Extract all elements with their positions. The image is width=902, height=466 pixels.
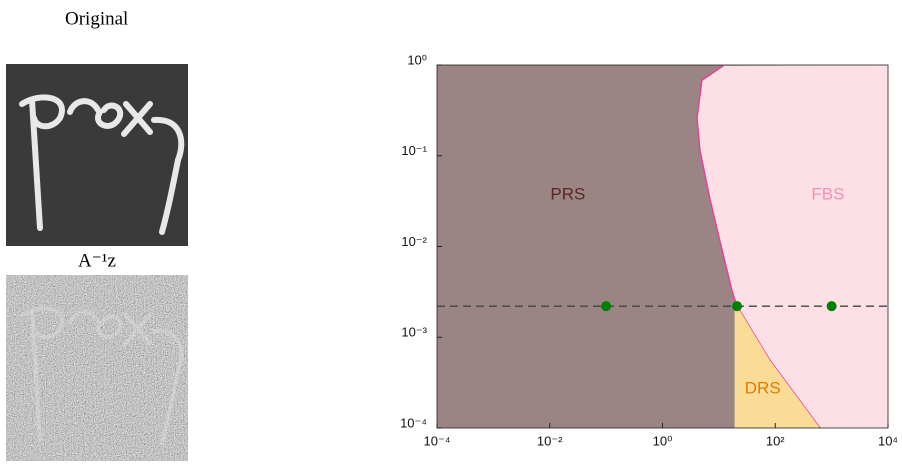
x-tick-label: 10⁻²: [537, 433, 563, 448]
region-label: FBS: [811, 184, 844, 203]
y-tick-label: 10⁰: [407, 52, 427, 67]
y-tick-label: 10⁻⁴: [400, 415, 427, 430]
point: [732, 301, 742, 311]
x-tick-label: 10⁴: [878, 433, 898, 448]
figure: Original A⁻¹z PRS FBS DRS 10⁻⁴ 10⁻² 10⁰ 10² 10⁴…: [0, 0, 902, 461]
point: [601, 301, 611, 311]
original-image: [6, 64, 188, 246]
image-label: Original: [65, 8, 128, 29]
x-tick-label: 10⁰: [653, 433, 673, 448]
region-label: PRS: [550, 184, 585, 203]
region-label: DRS: [745, 378, 781, 397]
x-tick-label: 10²: [766, 433, 785, 448]
image-label: A⁻¹z: [78, 250, 116, 271]
y-tick-label: 10⁻¹: [401, 143, 427, 158]
noisy-image: [6, 275, 188, 461]
x-tick-label: 10⁻⁴: [424, 433, 451, 448]
point: [827, 301, 837, 311]
y-tick-label: 10⁻²: [401, 234, 427, 249]
y-tick-label: 10⁻³: [401, 325, 427, 340]
